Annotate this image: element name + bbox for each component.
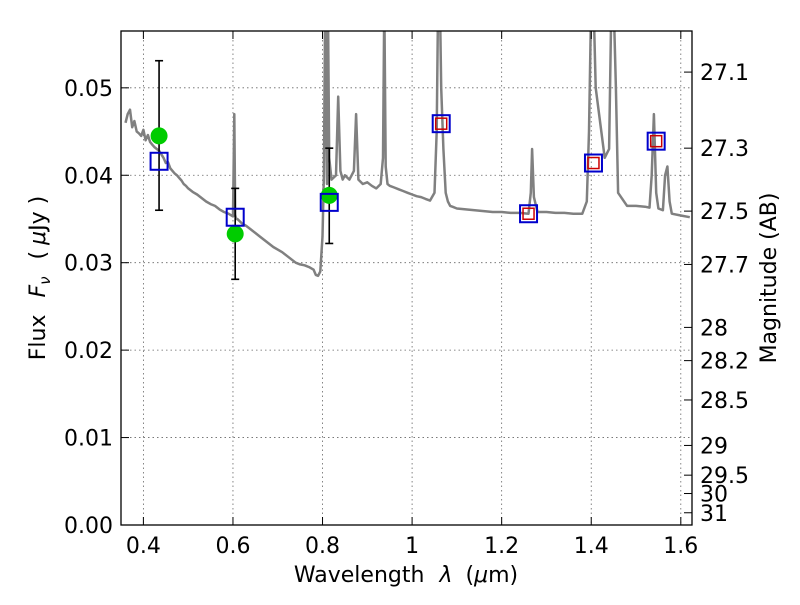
model-box-inner: [434, 117, 448, 130]
plot-frame: [120, 30, 693, 526]
y-tick-label: 0.03: [64, 252, 113, 277]
y-axis-label-symbol: F: [26, 285, 51, 298]
grid-lines: [121, 31, 692, 525]
x-axis-label: Wavelength λ (μm): [294, 563, 518, 588]
y2-tick-label: 28: [700, 316, 728, 341]
x-tick-label: 1.2: [484, 534, 519, 559]
y2-tick-label: 29: [700, 434, 728, 459]
y-tick-label: 0.01: [64, 427, 113, 452]
spectrum-line: [124, 31, 691, 278]
y2-tick-label: 28.2: [700, 350, 749, 375]
x-axis-label-symbol: λ: [438, 563, 452, 588]
y-tick-label: 0.00: [64, 514, 113, 539]
observed-point: [226, 225, 244, 243]
tick-marks: [121, 31, 692, 526]
y-axis-label: Flux Fν ( μJy ): [26, 196, 56, 360]
observed-point: [320, 186, 338, 204]
y-tick-label: 0.04: [64, 164, 113, 189]
model-box: [225, 207, 245, 227]
y-tick-label: 0.02: [64, 339, 113, 364]
y-tick-labels: 0.00 0.01 0.02 0.03 0.04 0.05: [64, 77, 113, 539]
y2-tick-label: 27.5: [700, 200, 749, 225]
model-box: [431, 114, 451, 134]
observed-point: [150, 127, 168, 145]
y-axis-label-subscript: ν: [36, 276, 54, 284]
y2-tick-label: 27.1: [700, 61, 749, 86]
y2-tick-label: 27.7: [700, 253, 749, 278]
y-axis-label-unit: Jy ): [26, 196, 51, 233]
model-box-inner: [649, 134, 663, 148]
x-tick-label: 1.4: [574, 534, 609, 559]
x-tick-labels: 0.4 0.6 0.8 1 1.2 1.4 1.6: [126, 534, 698, 559]
model-box: [519, 204, 539, 224]
model-box-inner: [522, 207, 535, 220]
y-axis-label-text: Flux: [26, 315, 51, 361]
x-axis-label-mu: μ: [473, 563, 488, 588]
y2-axis-label: Magnitude (AB): [757, 193, 782, 364]
y2-tick-label: 27.3: [700, 137, 749, 162]
model-box: [149, 151, 169, 171]
model-box-inner: [587, 156, 600, 170]
x-tick-label: 0.8: [305, 534, 340, 559]
y2-tick-label: 31: [700, 502, 728, 527]
x-axis-label-text: Wavelength: [294, 563, 425, 588]
y-axis-label-mu: μ: [26, 231, 51, 246]
y2-tick-label: 30: [700, 483, 728, 508]
x-tick-label: 0.6: [215, 534, 250, 559]
x-tick-label: 1.6: [663, 534, 698, 559]
x-axis-label-unit: m): [488, 563, 518, 588]
y-axis-label-paren: (: [26, 251, 51, 260]
y2-tick-label: 28.5: [700, 389, 749, 414]
x-tick-label: 1: [405, 534, 419, 559]
plot-background: [121, 31, 692, 525]
model-box: [583, 153, 603, 173]
y-tick-label: 0.05: [64, 77, 113, 102]
y2-tick-label: 29.5: [700, 464, 749, 489]
x-tick-label: 0.4: [126, 534, 161, 559]
x-axis-label-paren: (: [465, 563, 474, 588]
model-box: [319, 192, 339, 212]
model-box: [646, 131, 666, 151]
data-layer: [124, 31, 691, 278]
marker-layer: [149, 59, 666, 281]
